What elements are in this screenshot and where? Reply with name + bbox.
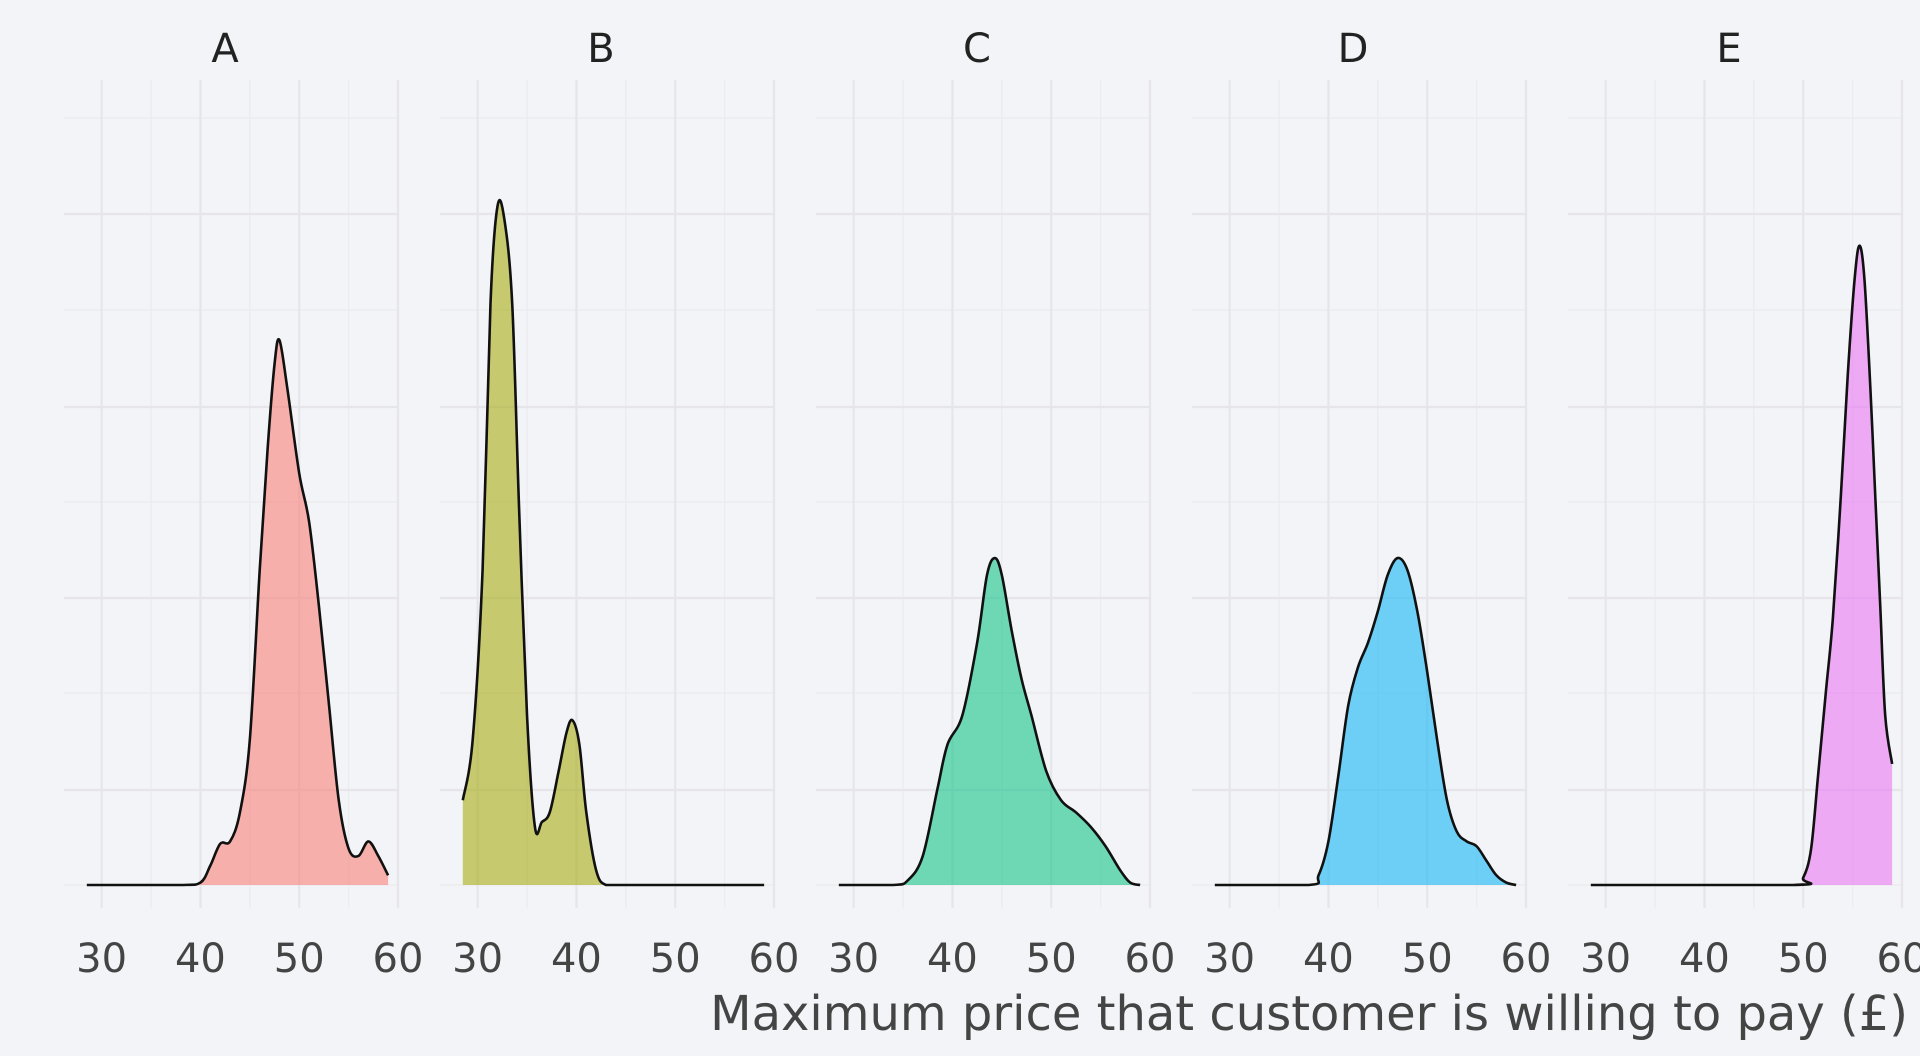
x-tick-label: 60 <box>749 936 800 982</box>
x-tick-label: 60 <box>1501 936 1552 982</box>
density-area-b <box>462 200 765 885</box>
x-tick-label: 30 <box>76 936 127 982</box>
x-tick-label: 40 <box>175 936 226 982</box>
x-tick-label: 50 <box>1402 936 1453 982</box>
facet-panel-c: C 30 40 50 60 <box>816 26 1175 982</box>
facet-title-a: A <box>211 26 239 72</box>
density-curve-e <box>1590 244 1894 887</box>
x-tick-label: 30 <box>828 936 879 982</box>
x-tick-label: 60 <box>1125 936 1176 982</box>
x-tick-label: 50 <box>1778 936 1829 982</box>
facet-panels: A 30 40 50 60 B 30 40 50 60 C 30 40 50 60 D 30 40 50 60 E 30 4… <box>64 26 1920 982</box>
facet-title-e: E <box>1716 26 1741 72</box>
x-tick-label: 50 <box>1026 936 1077 982</box>
density-area-c <box>838 558 1141 885</box>
facet-panel-e: E 30 40 50 60 <box>1568 26 1920 982</box>
facet-title-c: C <box>963 26 991 72</box>
x-tick-label: 60 <box>373 936 424 982</box>
x-tick-label: 30 <box>1580 936 1631 982</box>
density-curve-b <box>461 198 765 887</box>
facet-title-d: D <box>1338 26 1369 72</box>
facet-title-b: B <box>587 26 614 72</box>
facet-panel-b: B 30 40 50 60 <box>440 26 799 982</box>
facet-panel-d: D 30 40 50 60 <box>1192 26 1551 982</box>
x-tick-label: 50 <box>650 936 701 982</box>
x-axis-title: Maximum price that customer is willing t… <box>710 986 1908 1042</box>
x-tick-label: 30 <box>1204 936 1255 982</box>
x-tick-label: 60 <box>1877 936 1920 982</box>
x-tick-label: 40 <box>1303 936 1354 982</box>
density-area-e <box>1590 245 1893 885</box>
density-area-d <box>1214 557 1517 885</box>
density-curve-a <box>86 337 390 887</box>
density-area-a <box>86 339 389 885</box>
x-tick-label: 40 <box>1679 936 1730 982</box>
x-tick-label: 40 <box>551 936 602 982</box>
facet-panel-a: A 30 40 50 60 <box>64 26 423 982</box>
x-tick-label: 30 <box>452 936 503 982</box>
x-tick-label: 50 <box>274 936 325 982</box>
density-curve-d <box>1214 556 1517 887</box>
density-curve-c <box>838 556 1141 887</box>
x-tick-label: 40 <box>927 936 978 982</box>
